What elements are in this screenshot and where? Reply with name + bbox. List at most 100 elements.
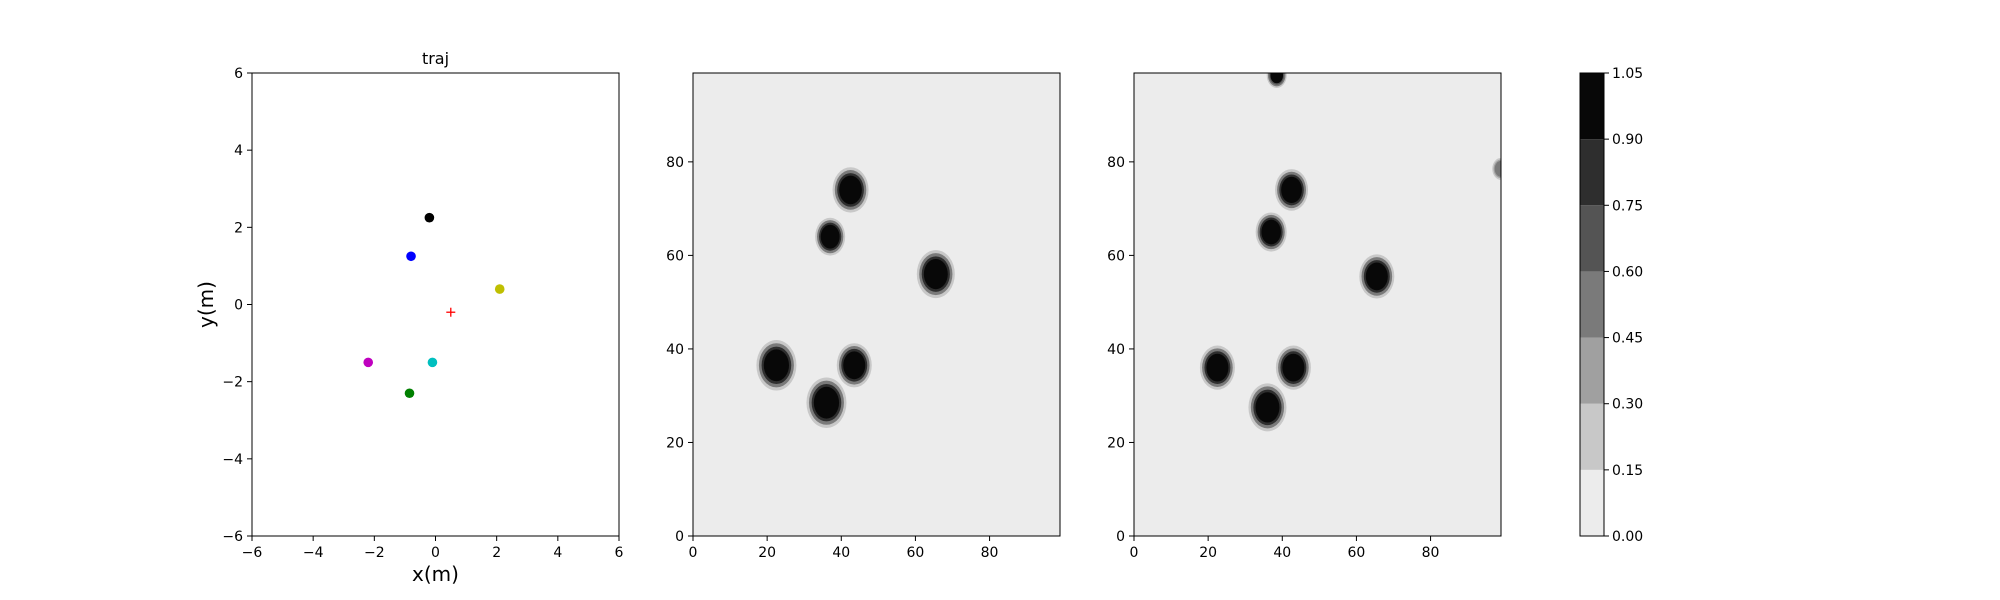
y-tick-label: 60 bbox=[1107, 248, 1125, 264]
colorbar-tick-label: 1.05 bbox=[1612, 66, 1643, 82]
scatter-point bbox=[404, 388, 415, 399]
scatter-points bbox=[363, 212, 505, 399]
y-tick-label: 20 bbox=[1107, 435, 1125, 451]
heatmap-right: 0 20 40 60 80 0 20 40 60 80 bbox=[1107, 72, 1502, 561]
y-tick-label: −4 bbox=[222, 452, 243, 468]
y-tick-label: 80 bbox=[666, 155, 684, 171]
x-tick-label: 2 bbox=[492, 545, 501, 561]
colorbar-tick-label: 0.15 bbox=[1612, 463, 1643, 479]
x-tick-label: 60 bbox=[1348, 545, 1366, 561]
plot-area bbox=[252, 73, 619, 536]
blob-contour bbox=[1206, 353, 1229, 382]
x-tick-label: 0 bbox=[1130, 545, 1139, 561]
occupancy-blob bbox=[1359, 254, 1395, 299]
blob-contour bbox=[1365, 262, 1388, 291]
y-tick-label: 40 bbox=[666, 342, 684, 358]
blob-contour bbox=[839, 175, 862, 205]
trajectory-plot: −6 −4 −2 0 2 4 6 −6 −4 −2 0 2 4 6 traj x(m) y(m) bbox=[194, 49, 624, 586]
axes-frame bbox=[692, 72, 1061, 537]
y-tick-label: 6 bbox=[234, 66, 243, 82]
colorbar-frame bbox=[1579, 72, 1605, 537]
scatter-point bbox=[406, 251, 416, 262]
heatmap-left: 0 20 40 60 80 0 20 40 60 80 bbox=[666, 72, 1061, 561]
x-tick-label: −4 bbox=[303, 545, 324, 561]
blob-contour bbox=[820, 224, 840, 249]
heatmap-background bbox=[1134, 73, 1501, 536]
occupancy-blob bbox=[1199, 345, 1235, 390]
y-tick-label: −6 bbox=[222, 529, 243, 545]
heatmap-blobs bbox=[1199, 73, 1501, 432]
colorbar-tick-label: 0.00 bbox=[1612, 529, 1643, 545]
blob-contour bbox=[843, 351, 866, 380]
x-tick-label: 20 bbox=[758, 545, 776, 561]
y-tick-label: 80 bbox=[1107, 155, 1125, 171]
occupancy-blob bbox=[815, 217, 846, 256]
x-tick-label: 80 bbox=[1422, 545, 1440, 561]
blob-contour bbox=[1261, 219, 1281, 245]
colorbar-band bbox=[1580, 139, 1604, 206]
x-tick-label: 0 bbox=[689, 545, 698, 561]
x-tick-label: 40 bbox=[832, 545, 850, 561]
colorbar-band bbox=[1580, 403, 1604, 470]
colorbar-band bbox=[1580, 205, 1604, 272]
x-tick-label: −6 bbox=[242, 545, 263, 561]
y-tick-label: 20 bbox=[666, 435, 684, 451]
blob-contour bbox=[1255, 392, 1280, 423]
y-tick-label: 4 bbox=[234, 143, 243, 159]
occupancy-blob bbox=[1275, 169, 1309, 211]
colorbar-tick-label: 0.30 bbox=[1612, 397, 1643, 413]
blob-contour bbox=[1281, 176, 1302, 204]
colorbar: 0.00 0.15 0.30 0.45 0.60 0.75 0.90 1.05 bbox=[1579, 66, 1643, 545]
occupancy-blob bbox=[1275, 345, 1311, 390]
heatmap-blobs bbox=[756, 167, 955, 428]
x-tick-label: 40 bbox=[1273, 545, 1291, 561]
x-tick-label: 80 bbox=[981, 545, 999, 561]
blob-contour bbox=[1494, 160, 1501, 177]
colorbar-band bbox=[1580, 469, 1604, 536]
scatter-point bbox=[424, 212, 435, 223]
colorbar-band bbox=[1580, 337, 1604, 404]
colorbar-band bbox=[1580, 271, 1604, 338]
axis-ticks: 0 20 40 60 80 0 20 40 60 80 bbox=[1107, 155, 1439, 561]
occupancy-blob bbox=[832, 167, 869, 213]
blob-contour bbox=[763, 349, 790, 382]
colorbar-tick-label: 0.90 bbox=[1612, 132, 1643, 148]
y-tick-label: 2 bbox=[234, 220, 243, 236]
y-tick-label: 0 bbox=[1116, 529, 1125, 545]
y-tick-label: 0 bbox=[675, 529, 684, 545]
x-tick-label: 60 bbox=[907, 545, 925, 561]
occupancy-blob bbox=[836, 343, 872, 388]
blob-contour bbox=[813, 386, 840, 419]
occupancy-blob bbox=[1266, 73, 1287, 88]
blob-contour bbox=[923, 258, 948, 290]
x-tick-label: 4 bbox=[553, 545, 562, 561]
axes-frame bbox=[1133, 72, 1502, 537]
x-axis-label: x(m) bbox=[412, 562, 459, 586]
occupancy-blob bbox=[916, 250, 955, 299]
y-tick-label: 60 bbox=[666, 248, 684, 264]
occupancy-blob bbox=[1248, 383, 1287, 432]
colorbar-tick-label: 0.75 bbox=[1612, 198, 1643, 214]
scatter-point bbox=[427, 357, 438, 368]
occupancy-blob bbox=[806, 377, 847, 428]
heatmap-background bbox=[693, 73, 1060, 536]
blob-contour bbox=[1270, 73, 1284, 84]
scatter-point bbox=[363, 357, 374, 368]
y-tick-label: 0 bbox=[234, 298, 243, 314]
colorbar-bands bbox=[1580, 73, 1604, 536]
occupancy-blob bbox=[756, 340, 797, 391]
axis-ticks: 0 20 40 60 80 0 20 40 60 80 bbox=[666, 155, 998, 561]
x-tick-label: −2 bbox=[364, 545, 385, 561]
axis-ticks: −6 −4 −2 0 2 4 6 −6 −4 −2 0 2 4 6 bbox=[222, 66, 623, 561]
x-tick-label: 6 bbox=[615, 545, 624, 561]
occupancy-blob bbox=[1255, 212, 1287, 252]
y-tick-label: 40 bbox=[1107, 342, 1125, 358]
x-tick-label: 0 bbox=[431, 545, 440, 561]
colorbar-band bbox=[1580, 73, 1604, 140]
occupancy-blob bbox=[1490, 156, 1501, 182]
y-axis-label: y(m) bbox=[194, 281, 218, 328]
scatter-point-plus bbox=[446, 307, 456, 317]
blob-contour bbox=[1282, 353, 1305, 382]
colorbar-tick-label: 0.45 bbox=[1612, 331, 1643, 347]
